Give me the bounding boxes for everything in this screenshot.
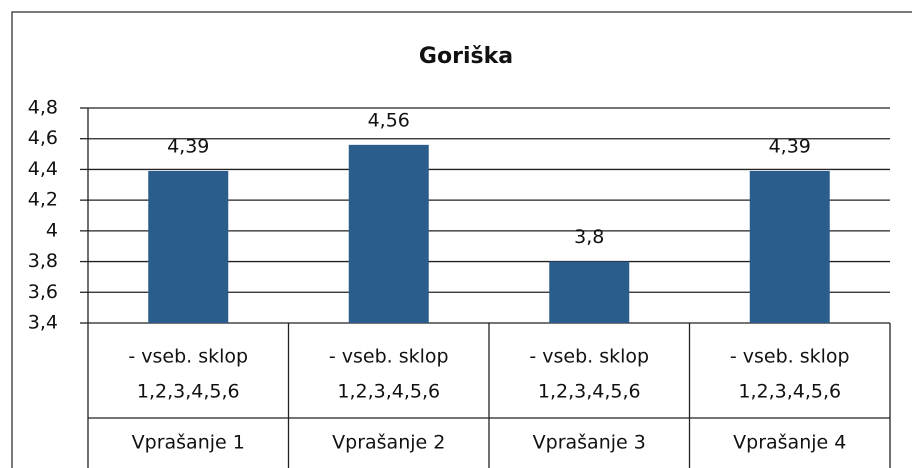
x-sublabel: - vseb. sklop (730, 346, 850, 368)
y-tick-label: 4,6 (28, 127, 58, 149)
x-sublabel: - vseb. sklop (128, 346, 248, 368)
bar (148, 170, 229, 323)
y-tick-label: 4 (46, 219, 58, 241)
y-tick-label: 4,4 (28, 158, 58, 180)
y-tick-label: 3,6 (28, 281, 58, 303)
data-label: 4,39 (167, 135, 209, 157)
chart-title: Goriška (419, 44, 513, 69)
x-tick-label: Vprašanje 3 (533, 432, 646, 454)
data-label: 4,56 (368, 109, 410, 131)
x-sublabel: 1,2,3,4,5,6 (137, 381, 240, 403)
chart-border (11, 11, 912, 468)
x-tick-label: Vprašanje 2 (332, 432, 445, 454)
y-tick-label: 3,8 (28, 250, 58, 272)
x-sublabel: - vseb. sklop (529, 346, 649, 368)
bar (348, 144, 429, 323)
x-sublabel: - vseb. sklop (329, 346, 449, 368)
x-tick-label: Vprašanje 1 (132, 432, 245, 454)
data-label: 3,8 (574, 226, 604, 248)
data-label: 4,39 (769, 135, 811, 157)
bar (549, 261, 630, 323)
bar (749, 170, 830, 323)
x-sublabel: 1,2,3,4,5,6 (738, 381, 841, 403)
x-sublabel: 1,2,3,4,5,6 (538, 381, 641, 403)
x-tick-label: Vprašanje 4 (733, 432, 846, 454)
y-tick-label: 3,4 (28, 312, 58, 334)
y-tick-label: 4,8 (28, 97, 58, 119)
y-tick-label: 4,2 (28, 189, 58, 211)
x-sublabel: 1,2,3,4,5,6 (337, 381, 440, 403)
